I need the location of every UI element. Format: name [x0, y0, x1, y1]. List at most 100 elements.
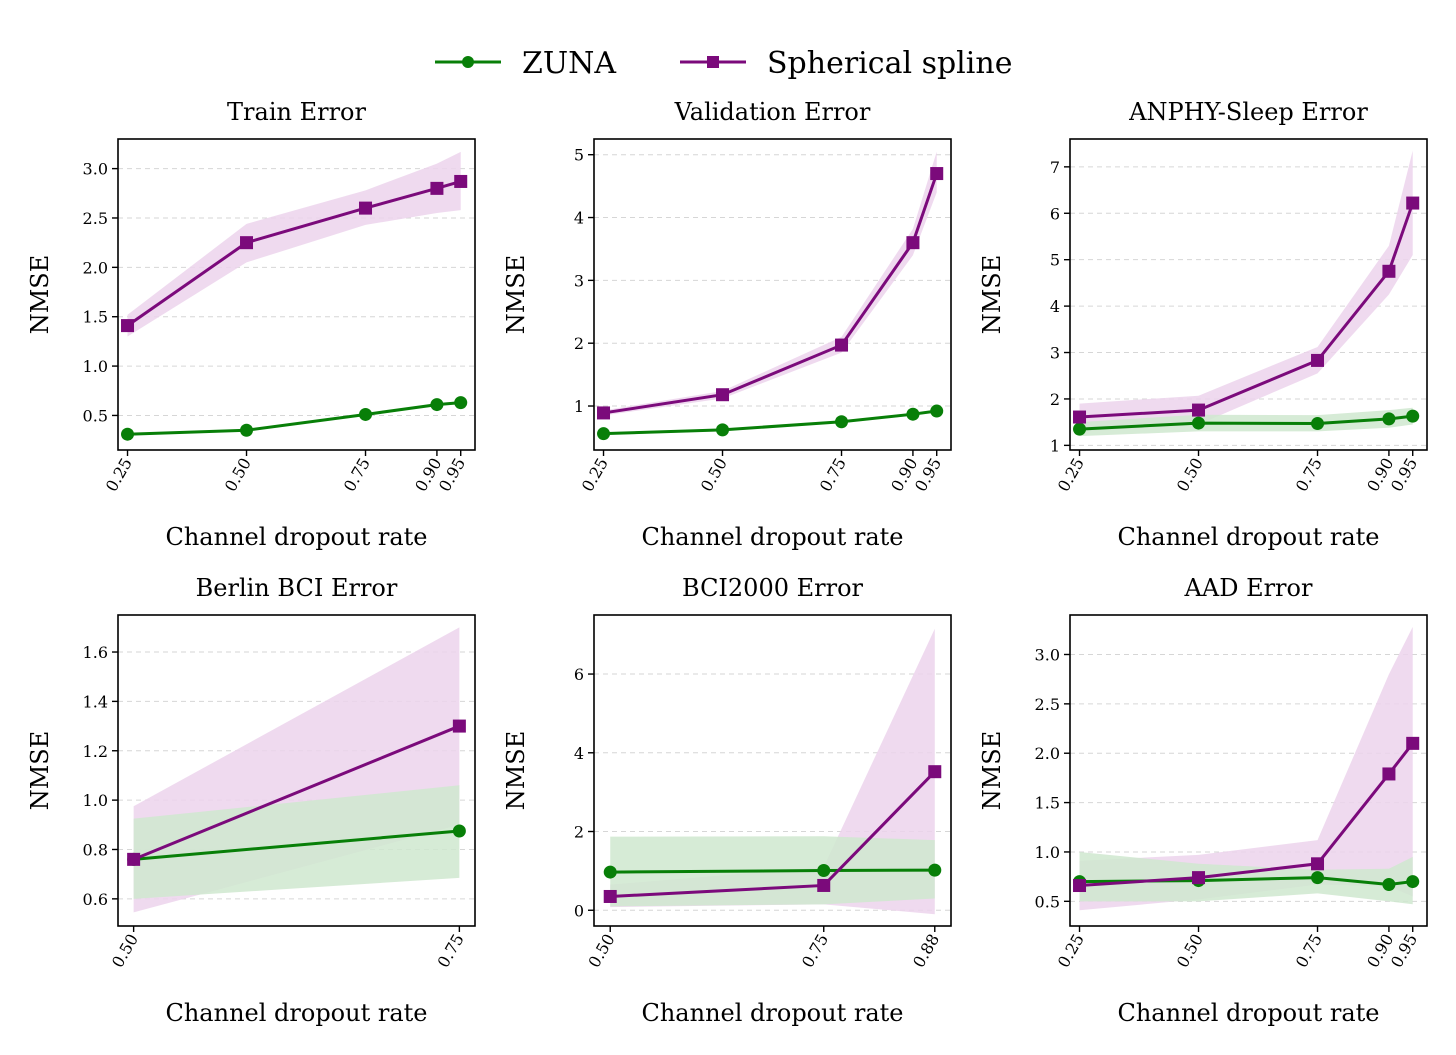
y-tick-label: 1.6	[83, 643, 108, 662]
data-point-zuna	[1192, 416, 1206, 430]
y-tick-label: 4	[1050, 297, 1060, 316]
data-point-spline	[817, 878, 831, 892]
axes-frame	[117, 138, 476, 451]
data-point-spline	[1406, 196, 1420, 210]
confidence-band-zuna	[133, 785, 460, 899]
y-tick-label: 2.5	[83, 209, 108, 228]
y-tick-label: 2.5	[1035, 695, 1060, 714]
x-tick-label: 0.75	[340, 455, 374, 495]
chart-panel-6: 0.51.01.52.02.53.00.25 0.50 0.75 0.900.95AA…	[978, 574, 1428, 1027]
x-axis-label: Channel dropout rate	[1117, 523, 1379, 551]
data-point-spline	[127, 852, 141, 866]
data-point-zuna	[603, 865, 617, 879]
confidence-band-spline	[1079, 150, 1413, 432]
data-point-spline	[1192, 403, 1206, 417]
y-tick-label: 3.0	[83, 160, 108, 179]
y-tick-label: 2.0	[1035, 744, 1060, 763]
y-tick-label: 5	[574, 146, 584, 165]
data-point-spline	[928, 765, 942, 779]
legend-spline-marker	[707, 56, 719, 68]
x-tick-label: 0.25	[578, 455, 612, 495]
x-tick-label: 0.95	[1387, 455, 1421, 495]
x-tick-label: 0.25	[1054, 455, 1088, 495]
y-tick-label: 0.6	[83, 890, 108, 909]
axes-frame	[117, 614, 476, 927]
data-point-spline	[1382, 264, 1396, 278]
axes-frame	[1069, 138, 1428, 451]
y-tick-label: 0	[574, 901, 584, 920]
data-point-zuna	[1406, 409, 1420, 423]
x-tick-label: 0.95	[435, 455, 469, 495]
x-tick-label: 0.88	[909, 931, 943, 971]
y-tick-label: 4	[574, 209, 584, 228]
data-point-spline	[1311, 353, 1325, 367]
legend-zuna-marker	[462, 56, 474, 68]
y-tick-label: 6	[1050, 204, 1060, 223]
x-tick-label: 0.75	[798, 931, 832, 971]
y-tick-label: 2	[1050, 390, 1060, 409]
data-point-zuna	[928, 863, 942, 877]
y-tick-label: 4	[574, 744, 584, 763]
confidence-band-spline	[1079, 626, 1413, 911]
chart-panel-1: 0.51.01.52.02.53.00.25 0.50 0.75 0.900.95Tr…	[26, 98, 476, 551]
data-point-spline	[597, 406, 611, 420]
x-tick-label: 0.50	[1173, 455, 1207, 495]
data-point-spline	[603, 889, 617, 903]
y-tick-label: 1	[574, 397, 584, 416]
data-point-zuna	[1382, 878, 1396, 892]
data-point-spline	[359, 201, 373, 215]
chart-title: AAD Error	[1184, 574, 1313, 602]
x-tick-label: 0.95	[911, 455, 945, 495]
legend-spline-label: Spherical spline	[767, 46, 1012, 81]
y-tick-label: 1.0	[83, 791, 108, 810]
chart-title: Berlin BCI Error	[196, 574, 398, 602]
series-line-zuna	[133, 829, 460, 861]
data-point-zuna	[121, 427, 135, 441]
y-axis-label: NMSE	[502, 731, 530, 811]
x-tick-label: 0.50	[108, 931, 142, 971]
data-point-zuna	[430, 398, 444, 412]
data-point-spline	[1192, 871, 1206, 885]
y-tick-label: 0.5	[83, 406, 108, 425]
x-axis-label: Channel dropout rate	[641, 523, 903, 551]
legend: ZUNA Spherical spline	[435, 46, 1012, 81]
chart-title: ANPHY-Sleep Error	[1128, 98, 1368, 126]
data-point-spline	[835, 338, 849, 352]
data-point-zuna	[906, 407, 920, 421]
data-point-zuna	[817, 863, 831, 877]
y-tick-label: 3.0	[1035, 645, 1060, 664]
y-tick-label: 5	[1050, 251, 1060, 270]
series-line-zuna	[603, 409, 937, 436]
y-axis-label: NMSE	[502, 255, 530, 335]
data-point-zuna	[716, 423, 730, 437]
chart-title: BCI2000 Error	[682, 574, 864, 602]
x-tick-label: 0.50	[1173, 931, 1207, 971]
data-point-spline	[1073, 410, 1087, 424]
x-tick-label: 0.75	[1292, 455, 1326, 495]
y-tick-label: 1.5	[1035, 794, 1060, 813]
data-point-spline	[716, 388, 730, 402]
data-point-spline	[452, 719, 466, 733]
x-tick-label: 0.50	[697, 455, 731, 495]
y-tick-label: 0.5	[1035, 892, 1060, 911]
chart-panel-5: 0 2 4 6 0.50 0.75 0.88 BCI2000 Error Channel dro…	[502, 574, 952, 1027]
data-point-spline	[930, 167, 944, 181]
confidence-band-zuna	[127, 401, 461, 436]
data-point-zuna	[359, 407, 373, 421]
y-axis-label: NMSE	[26, 255, 54, 335]
y-axis-label: NMSE	[978, 731, 1006, 811]
data-point-spline	[906, 236, 920, 250]
data-point-spline	[121, 319, 135, 333]
axes-frame	[593, 138, 952, 451]
data-point-spline	[1406, 736, 1420, 750]
data-point-zuna	[835, 415, 849, 429]
series-line-spline	[133, 724, 460, 861]
y-tick-label: 3	[1050, 344, 1060, 363]
x-axis-label: Channel dropout rate	[165, 523, 427, 551]
y-tick-label: 2.0	[83, 258, 108, 277]
chart-title: Train Error	[227, 98, 366, 126]
y-axis-label: NMSE	[978, 255, 1006, 335]
x-tick-label: 0.75	[1292, 931, 1326, 971]
